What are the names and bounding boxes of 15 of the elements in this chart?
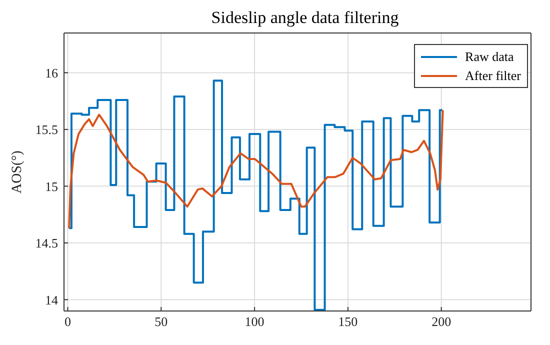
legend-label: Raw data bbox=[465, 48, 514, 66]
y-tick-label: 14.5 bbox=[35, 236, 58, 251]
y-tick-label: 14 bbox=[45, 292, 58, 308]
x-tick-label: 0 bbox=[64, 314, 71, 330]
x-tick-label: 100 bbox=[244, 314, 264, 330]
x-tick-label: 200 bbox=[432, 314, 452, 330]
y-tick-label: 16 bbox=[45, 65, 58, 80]
y-tick-label: 15 bbox=[45, 178, 58, 194]
legend-label: After filter bbox=[465, 67, 521, 85]
y-tick-label: 15.5 bbox=[35, 122, 58, 138]
chart-title: Sideslip angle data filtering bbox=[210, 8, 400, 28]
y-axis-title: AOS(°) bbox=[10, 150, 25, 194]
line-series bbox=[68, 109, 444, 230]
x-tick-label: 150 bbox=[338, 314, 358, 330]
x-tick-label: 50 bbox=[154, 314, 168, 330]
